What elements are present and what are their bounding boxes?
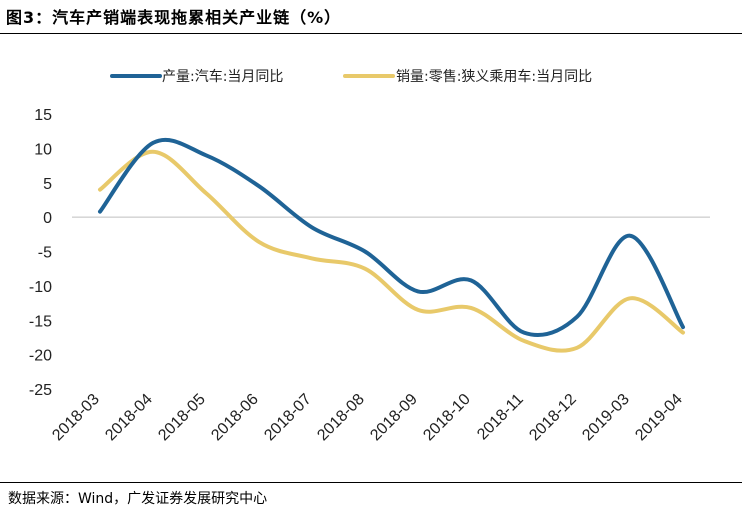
series-line-sales [98,149,685,353]
data-point-production [98,210,102,214]
data-point-production [416,289,420,293]
data-point-sales [204,191,208,195]
x-tick-label: 2019-04 [632,391,686,445]
x-tick-label: 2018-06 [208,391,262,445]
data-point-production [257,184,261,188]
y-tick-label: 10 [34,141,52,158]
data-point-sales [416,308,420,312]
data-point-production [469,278,473,282]
x-tick-label: 2018-09 [367,391,421,445]
y-tick-label: -25 [29,382,52,399]
data-point-sales [257,240,261,244]
series-line-production [98,137,685,337]
data-point-production [310,225,314,229]
y-tick-label: 5 [43,176,52,193]
y-tick-label: 0 [43,210,52,227]
data-point-production [681,325,685,329]
data-point-production [575,315,579,319]
legend-label-sales: 销量:零售:狭义乘用车:当月同比 [396,68,592,85]
x-tick-label: 2018-05 [155,391,209,445]
data-point-production [522,331,526,335]
x-tick-label: 2018-08 [314,391,368,445]
x-tick-label: 2018-03 [49,391,103,445]
data-point-sales [469,306,473,310]
data-point-production [363,250,367,254]
data-point-sales [363,267,367,271]
y-tick-label: -10 [29,279,52,296]
source-note: 数据来源：Wind，广发证券发展研究中心 [8,491,268,507]
figure-title: 图3：汽车产销端表现拖累相关产业链（%） [6,8,342,27]
y-tick-label: -5 [38,245,52,262]
data-point-sales [522,339,526,343]
source-divider [0,482,742,483]
data-point-production [628,234,632,238]
x-tick-label: 2018-07 [261,391,315,445]
data-point-sales [681,331,685,335]
y-tick-label: -20 [29,348,52,365]
legend-label-production: 产量:汽车:当月同比 [162,68,283,85]
data-point-production [151,141,155,145]
x-tick-label: 2018-11 [474,391,527,444]
x-tick-label: 2018-12 [526,391,580,445]
x-tick-label: 2018-04 [102,391,156,445]
data-point-sales [310,256,314,260]
data-point-sales [575,346,579,350]
data-point-production [204,153,208,157]
x-tick-label: 2018-10 [420,391,474,445]
x-tick-label: 2019-03 [579,391,633,445]
data-point-sales [628,296,632,300]
title-divider [0,33,742,34]
data-point-sales [151,150,155,154]
y-tick-label: -15 [29,313,52,330]
data-point-sales [98,188,102,192]
y-tick-label: 15 [34,107,52,124]
